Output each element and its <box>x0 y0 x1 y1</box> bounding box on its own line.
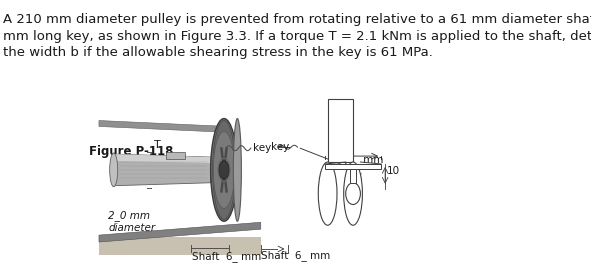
Polygon shape <box>210 157 230 183</box>
Text: Figure P-118: Figure P-118 <box>89 145 173 158</box>
Text: A 210 mm diameter pulley is prevented from rotating relative to a 61 mm diameter: A 210 mm diameter pulley is prevented fr… <box>3 13 591 26</box>
Polygon shape <box>99 121 228 132</box>
Bar <box>167 152 185 159</box>
Polygon shape <box>99 222 261 242</box>
Text: 10: 10 <box>387 166 400 176</box>
Ellipse shape <box>213 131 235 209</box>
Bar <box>350 169 356 183</box>
Text: T: T <box>154 140 161 150</box>
Ellipse shape <box>110 153 118 187</box>
Text: b: b <box>350 193 358 206</box>
Ellipse shape <box>219 161 229 179</box>
Text: Shaft: Shaft <box>122 156 149 166</box>
Text: Shaft  6_ mm: Shaft 6_ mm <box>261 250 330 261</box>
Text: diameter: diameter <box>108 223 155 233</box>
Bar <box>327 99 353 162</box>
Ellipse shape <box>344 162 362 225</box>
Text: mm long key, as shown in Figure 3.3. If a torque T = 2.1 kNm is applied to the s: mm long key, as shown in Figure 3.3. If … <box>3 30 591 43</box>
Text: key: key <box>271 142 289 152</box>
Text: Shaft  6_ mm: Shaft 6_ mm <box>192 251 261 262</box>
Text: key: key <box>253 143 271 153</box>
Ellipse shape <box>319 162 337 225</box>
Ellipse shape <box>210 119 238 221</box>
Text: 2_0 mm: 2_0 mm <box>108 210 150 221</box>
Bar <box>325 164 381 169</box>
Ellipse shape <box>213 121 235 219</box>
Polygon shape <box>113 154 210 163</box>
Polygon shape <box>113 154 210 186</box>
Text: 7_ mm: 7_ mm <box>348 154 383 165</box>
Ellipse shape <box>233 119 241 221</box>
Text: the width b if the allowable shearing stress in the key is 61 MPa.: the width b if the allowable shearing st… <box>3 46 433 59</box>
Circle shape <box>346 183 361 205</box>
Polygon shape <box>99 237 261 255</box>
